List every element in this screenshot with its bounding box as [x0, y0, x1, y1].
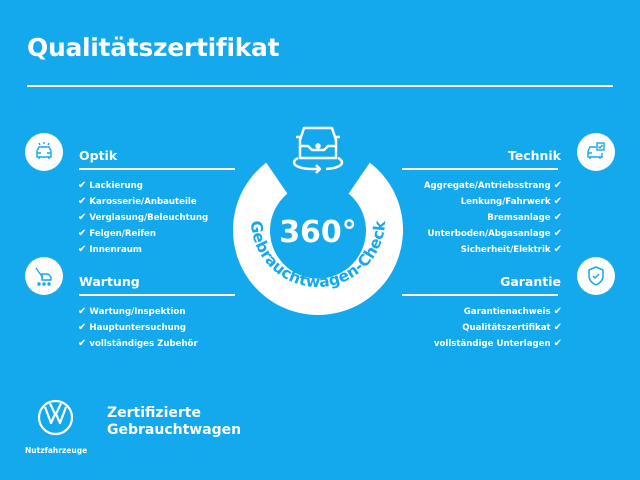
item-label: Lenkung/Fahrwerk	[460, 197, 551, 207]
item-label: Bremsanlage	[487, 213, 551, 223]
list-item: ✔ Verglasung/Beleuchtung	[78, 210, 208, 226]
check-icon: ✔	[78, 212, 87, 223]
list-item: ✔ vollständiges Zubehör	[78, 336, 198, 352]
item-label: Unterboden/Abgasanlage	[427, 229, 551, 239]
service-tools-icon	[25, 257, 63, 295]
item-label: Lackierung	[89, 181, 143, 191]
list-item: vollständige Unterlagen ✔	[434, 336, 562, 352]
logo-label: Nutzfahrzeuge	[25, 446, 88, 455]
list-item: ✔ Innenraum	[78, 242, 208, 258]
section-title-garantie: Garantie	[500, 274, 561, 289]
item-label: Verglasung/Beleuchtung	[89, 213, 209, 223]
section-title-technik: Technik	[507, 148, 561, 163]
item-label: Qualitätszertifikat	[462, 323, 551, 333]
section-divider	[402, 168, 558, 170]
item-label: Wartung/Inspektion	[89, 307, 186, 317]
check-icon: ✔	[553, 322, 562, 333]
item-label: Hauptuntersuchung	[89, 323, 187, 333]
vw-logo	[37, 399, 74, 436]
list-item: ✔ Hauptuntersuchung	[78, 320, 198, 336]
shield-check-icon	[577, 257, 615, 295]
badge-number: 360°	[279, 215, 357, 250]
technik-list: Aggregate/Antriebsstrang ✔ Lenkung/Fahrw…	[424, 178, 562, 258]
check-icon: ✔	[78, 180, 87, 191]
list-item: Unterboden/Abgasanlage ✔	[424, 226, 562, 242]
check-icon: ✔	[78, 244, 87, 255]
check-icon: ✔	[78, 322, 87, 333]
item-label: Garantienachweis	[463, 307, 551, 317]
check-icon: ✔	[553, 338, 562, 349]
check-icon: ✔	[553, 306, 562, 317]
section-divider	[79, 168, 235, 170]
item-label: Karosserie/Anbauteile	[89, 197, 197, 207]
item-label: vollständige Unterlagen	[433, 339, 551, 349]
list-item: ✔ Lackierung	[78, 178, 208, 194]
360-check-badge: Gebrauchtwagen-Check 360°	[233, 126, 403, 315]
section-divider	[79, 294, 235, 296]
check-icon: ✔	[78, 306, 87, 317]
list-item: Bremsanlage ✔	[424, 210, 562, 226]
car-lights-icon	[25, 133, 63, 171]
brand-line-2: Gebrauchtwagen	[107, 422, 242, 438]
check-icon: ✔	[553, 196, 562, 207]
garantie-list: Garantienachweis ✔ Qualitätszertifikat ✔…	[434, 304, 562, 352]
car-diagnostics-icon	[577, 133, 615, 171]
badge-ring	[233, 162, 403, 315]
title-divider	[27, 85, 613, 87]
list-item: Sicherheit/Elektrik ✔	[424, 242, 562, 258]
list-item: Qualitätszertifikat ✔	[434, 320, 562, 336]
wartung-list: ✔ Wartung/Inspektion ✔ Hauptuntersuchung…	[78, 304, 198, 352]
optik-list: ✔ Lackierung ✔ Karosserie/Anbauteile ✔ V…	[78, 178, 208, 258]
check-icon: ✔	[553, 212, 562, 223]
section-divider	[402, 294, 558, 296]
check-icon: ✔	[78, 338, 87, 349]
item-label: Felgen/Reifen	[89, 229, 157, 239]
item-label: Sicherheit/Elektrik	[460, 245, 551, 255]
check-icon: ✔	[553, 180, 562, 191]
check-icon: ✔	[553, 228, 562, 239]
car-rotate-icon	[292, 126, 344, 174]
item-label: vollständiges Zubehör	[89, 339, 198, 349]
list-item: ✔ Felgen/Reifen	[78, 226, 208, 242]
section-title-optik: Optik	[79, 148, 118, 163]
brand-line-1: Zertifizierte	[107, 405, 201, 421]
list-item: Aggregate/Antriebsstrang ✔	[424, 178, 562, 194]
list-item: ✔ Wartung/Inspektion	[78, 304, 198, 320]
list-item: Lenkung/Fahrwerk ✔	[424, 194, 562, 210]
list-item: ✔ Karosserie/Anbauteile	[78, 194, 208, 210]
item-label: Aggregate/Antriebsstrang	[423, 181, 551, 191]
check-icon: ✔	[78, 196, 87, 207]
list-item: Garantienachweis ✔	[434, 304, 562, 320]
check-icon: ✔	[78, 228, 87, 239]
item-label: Innenraum	[89, 245, 142, 255]
section-title-wartung: Wartung	[79, 274, 140, 289]
page-title: Qualitätszertifikat	[27, 33, 280, 62]
check-icon: ✔	[553, 244, 562, 255]
